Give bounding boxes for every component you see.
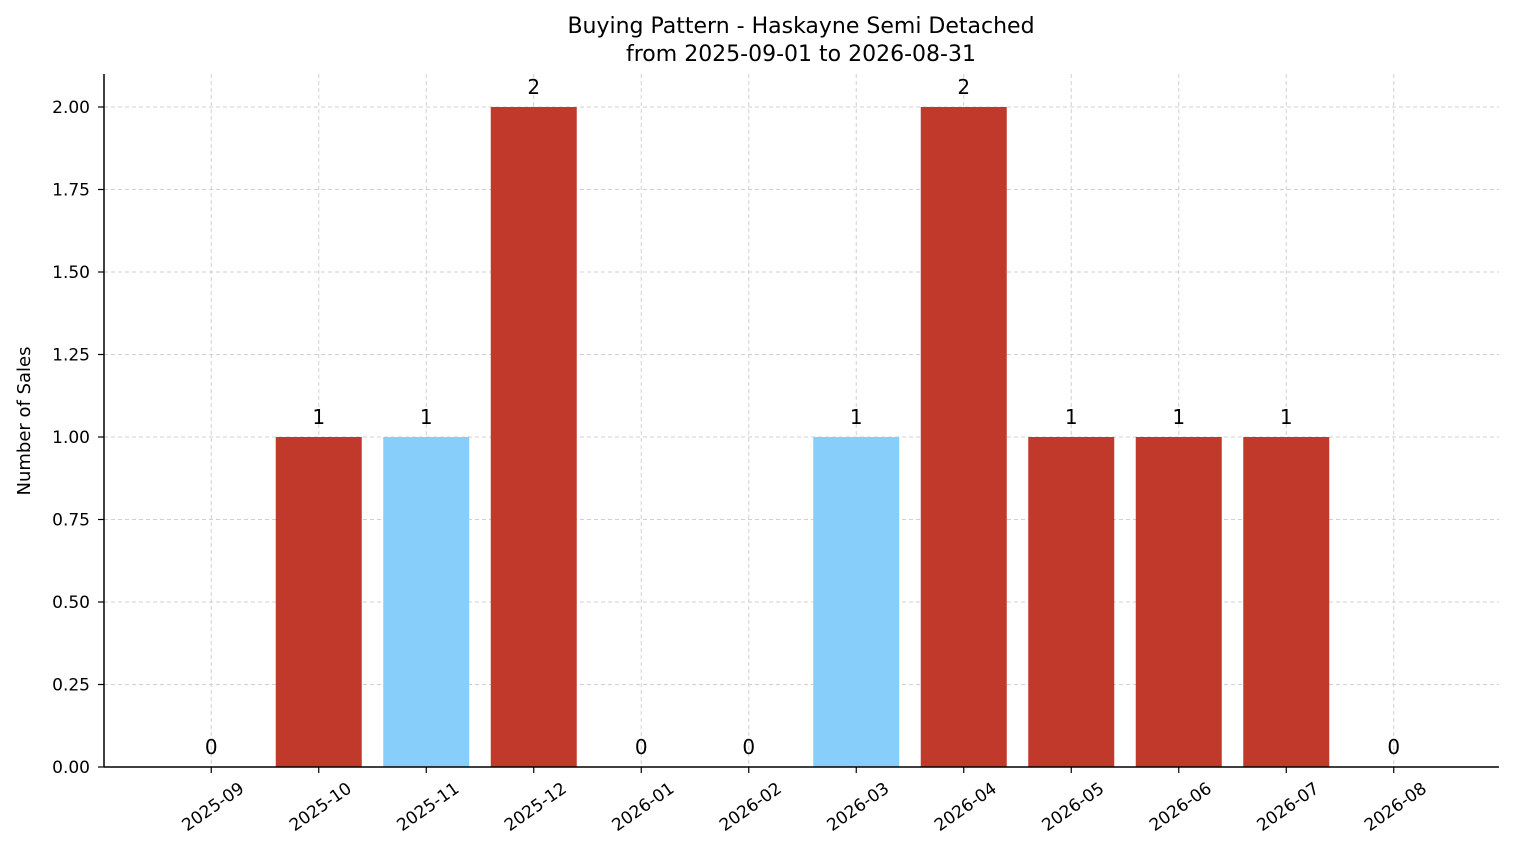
y-tick-label: 1.75 [52, 181, 90, 201]
x-tick-label-2026-01: 2026-01 [608, 779, 678, 836]
bar-2025-10 [275, 437, 362, 767]
x-tick-label-2025-11: 2025-11 [393, 779, 463, 836]
y-tick-label: 0.75 [52, 511, 90, 531]
x-tick-label-2026-02: 2026-02 [716, 779, 786, 836]
y-tick-label: 1.25 [52, 346, 90, 366]
bar-2026-04 [920, 107, 1007, 767]
x-tick-label-2025-12: 2025-12 [501, 779, 571, 836]
x-tick-label-2026-04: 2026-04 [931, 779, 1001, 836]
data-label-2025-11: 1 [420, 405, 433, 429]
chart-title: Buying Pattern - Haskayne Semi Detached [567, 14, 1034, 39]
data-label-2026-05: 1 [1065, 405, 1078, 429]
chart-subtitle: from 2025-09-01 to 2026-08-31 [626, 42, 976, 67]
y-tick-label: 2.00 [52, 98, 90, 118]
bar-2026-05 [1028, 437, 1115, 767]
data-label-2026-02: 0 [742, 735, 755, 759]
bar-2026-07 [1243, 437, 1330, 767]
x-tick-label-2026-03: 2026-03 [823, 779, 893, 836]
y-tick-label: 0.25 [52, 676, 90, 696]
y-tick-label: 0.00 [52, 758, 90, 778]
y-axis-label: Number of Sales [14, 346, 35, 495]
y-tick-label: 1.50 [52, 263, 90, 283]
data-label-2025-09: 0 [205, 735, 218, 759]
x-tick-label-2026-06: 2026-06 [1146, 779, 1216, 836]
y-tick-label: 1.00 [52, 428, 90, 448]
data-label-2026-06: 1 [1172, 405, 1185, 429]
data-label-2026-03: 1 [850, 405, 863, 429]
x-tick-label-2025-10: 2025-10 [286, 779, 356, 836]
axes-layer [98, 74, 1499, 773]
data-label-2026-01: 0 [635, 735, 648, 759]
data-label-2026-07: 1 [1280, 405, 1293, 429]
data-label-2025-10: 1 [312, 405, 325, 429]
x-tick-label-2026-08: 2026-08 [1361, 779, 1431, 836]
data-label-2025-12: 2 [527, 75, 540, 99]
bar-2025-11 [383, 437, 470, 767]
bar-2026-06 [1135, 437, 1222, 767]
bar-2026-03 [813, 437, 900, 767]
x-tick-label-2026-07: 2026-07 [1253, 779, 1323, 836]
bars-layer [275, 107, 1330, 767]
data-label-2026-08: 0 [1387, 735, 1400, 759]
data-label-2026-04: 2 [957, 75, 970, 99]
x-tick-label-2026-05: 2026-05 [1038, 779, 1108, 836]
x-tick-label-2025-09: 2025-09 [178, 779, 248, 836]
bar-2025-12 [490, 107, 577, 767]
y-tick-label: 0.50 [52, 593, 90, 613]
